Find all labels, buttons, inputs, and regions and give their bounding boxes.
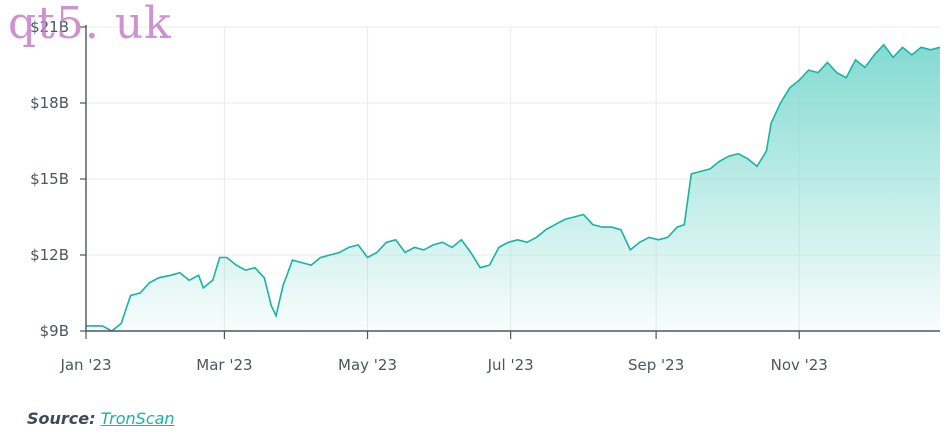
y-axis-ticks: $9B $12B $15B $18B $21B	[30, 18, 86, 340]
x-tick-label: Sep '23	[628, 356, 684, 374]
source-label: Source:	[27, 409, 96, 428]
x-tick-label: Mar '23	[196, 356, 252, 374]
x-tick-label: Nov '23	[771, 356, 828, 374]
x-tick-label: Jan '23	[59, 356, 111, 374]
x-tick-label: May '23	[338, 356, 397, 374]
x-tick-label: Jul '23	[487, 356, 534, 374]
y-tick-label: $18B	[30, 94, 69, 112]
area-fill	[86, 44, 940, 331]
x-axis-ticks: Jan '23 Mar '23 May '23 Jul '23 Sep '23 Nov '…	[59, 331, 828, 374]
watermark: qt5. uk	[8, 0, 172, 49]
y-tick-label: $9B	[40, 322, 69, 340]
y-tick-label: $15B	[30, 170, 69, 188]
source-link[interactable]: TronScan	[100, 409, 175, 428]
series-line	[86, 43, 941, 332]
axes	[85, 25, 940, 332]
y-tick-label: $12B	[30, 246, 69, 264]
area-chart: $9B $12B $15B $18B $21B Jan '23 Mar '23 May '2…	[30, 18, 941, 374]
y-tick-label: $21B	[30, 18, 69, 36]
source-note: Source: TronScan	[27, 409, 175, 428]
